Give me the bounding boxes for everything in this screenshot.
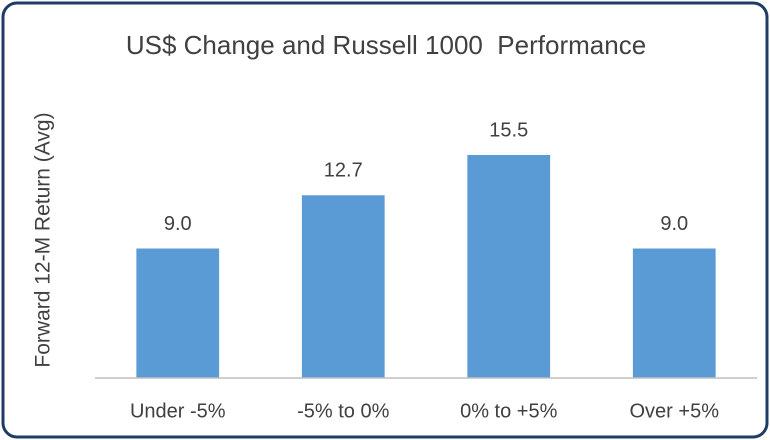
- data-label: 9.0: [164, 213, 192, 235]
- data-label: 12.7: [324, 160, 363, 182]
- bar: [301, 195, 385, 378]
- data-label: 9.0: [660, 213, 688, 235]
- y-axis-label: Forward 12-M Return (Avg): [32, 112, 55, 367]
- data-label: 15.5: [489, 119, 528, 141]
- x-tick-label: 0% to +5%: [460, 400, 558, 422]
- x-tick-label: Over +5%: [630, 400, 720, 422]
- bar: [467, 154, 551, 378]
- x-tick-label: Under -5%: [130, 400, 226, 422]
- chart-title: US$ Change and Russell 1000 Performance: [126, 30, 646, 60]
- bar: [632, 248, 716, 378]
- bar: [136, 248, 220, 378]
- x-tick-label: -5% to 0%: [297, 400, 389, 422]
